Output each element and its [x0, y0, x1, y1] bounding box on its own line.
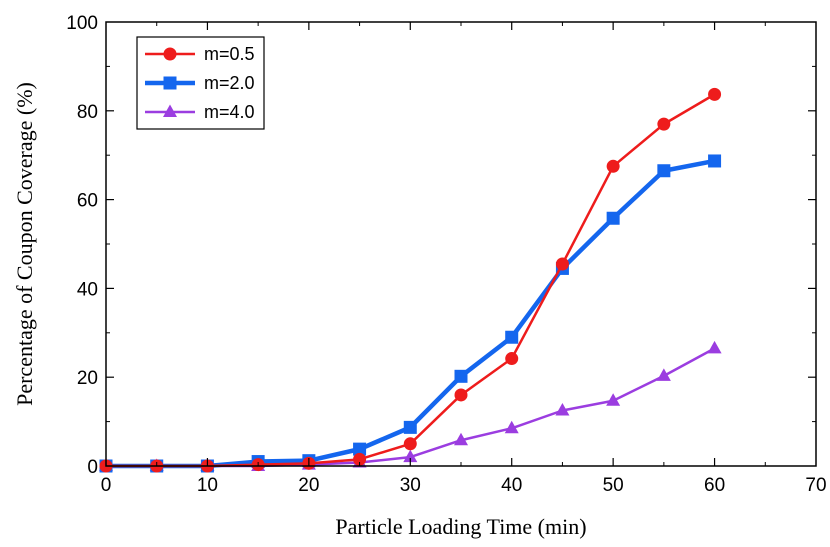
data-point	[403, 420, 417, 434]
x-axis-title: Particle Loading Time (min)	[335, 514, 586, 539]
series-line	[106, 93, 716, 468]
y-tick-label: 40	[77, 279, 98, 300]
y-tick-label: 80	[77, 102, 98, 123]
data-point	[657, 117, 671, 131]
legend-label: m=0.5	[204, 44, 255, 64]
data-point	[504, 420, 519, 434]
x-tick-label: 60	[704, 475, 725, 496]
data-point	[403, 449, 418, 463]
series-line	[106, 158, 715, 469]
data-point	[707, 340, 722, 354]
legend-marker	[163, 47, 177, 61]
x-tick-label: 70	[805, 475, 826, 496]
series-m=2.0	[99, 154, 722, 473]
y-axis-title: Percentage of Coupon Coverage (%)	[12, 82, 37, 406]
data-point	[403, 437, 417, 451]
data-point	[454, 388, 468, 402]
y-tick-label: 60	[77, 191, 98, 212]
legend: m=0.5 m=2.0 m=4.0	[136, 36, 265, 130]
data-point	[657, 164, 671, 178]
y-tick-label: 100	[66, 13, 98, 34]
x-tick-label: 20	[298, 475, 319, 496]
series-m=0.5	[99, 87, 722, 473]
series-m=4.0	[99, 340, 722, 471]
series-layer	[99, 87, 722, 473]
x-tick-label: 10	[197, 475, 218, 496]
data-point	[505, 352, 519, 366]
ticks-layer: 0 10 20 30 40 50 60 70 0 20 40 60 80 100	[66, 13, 826, 496]
legend-label: m=4.0	[204, 102, 255, 122]
data-point	[454, 369, 468, 383]
legend-marker	[163, 104, 177, 117]
y-tick-label: 0	[87, 457, 98, 478]
data-point	[606, 211, 620, 225]
data-point	[353, 442, 367, 456]
x-tick-label: 30	[400, 475, 421, 496]
x-tick-label: 40	[501, 475, 522, 496]
data-point	[555, 257, 569, 271]
data-point	[505, 330, 519, 344]
data-point	[353, 452, 367, 466]
data-point	[708, 154, 722, 168]
x-tick-label: 0	[101, 475, 112, 496]
legend-label: m=2.0	[204, 73, 255, 93]
data-point	[606, 393, 621, 406]
data-point	[708, 87, 722, 101]
legend-marker	[163, 76, 177, 90]
data-point	[555, 403, 570, 416]
data-point	[606, 159, 620, 173]
x-tick-label: 50	[603, 475, 624, 496]
data-point	[656, 368, 671, 381]
data-point	[454, 432, 468, 446]
y-tick-label: 20	[77, 368, 98, 389]
